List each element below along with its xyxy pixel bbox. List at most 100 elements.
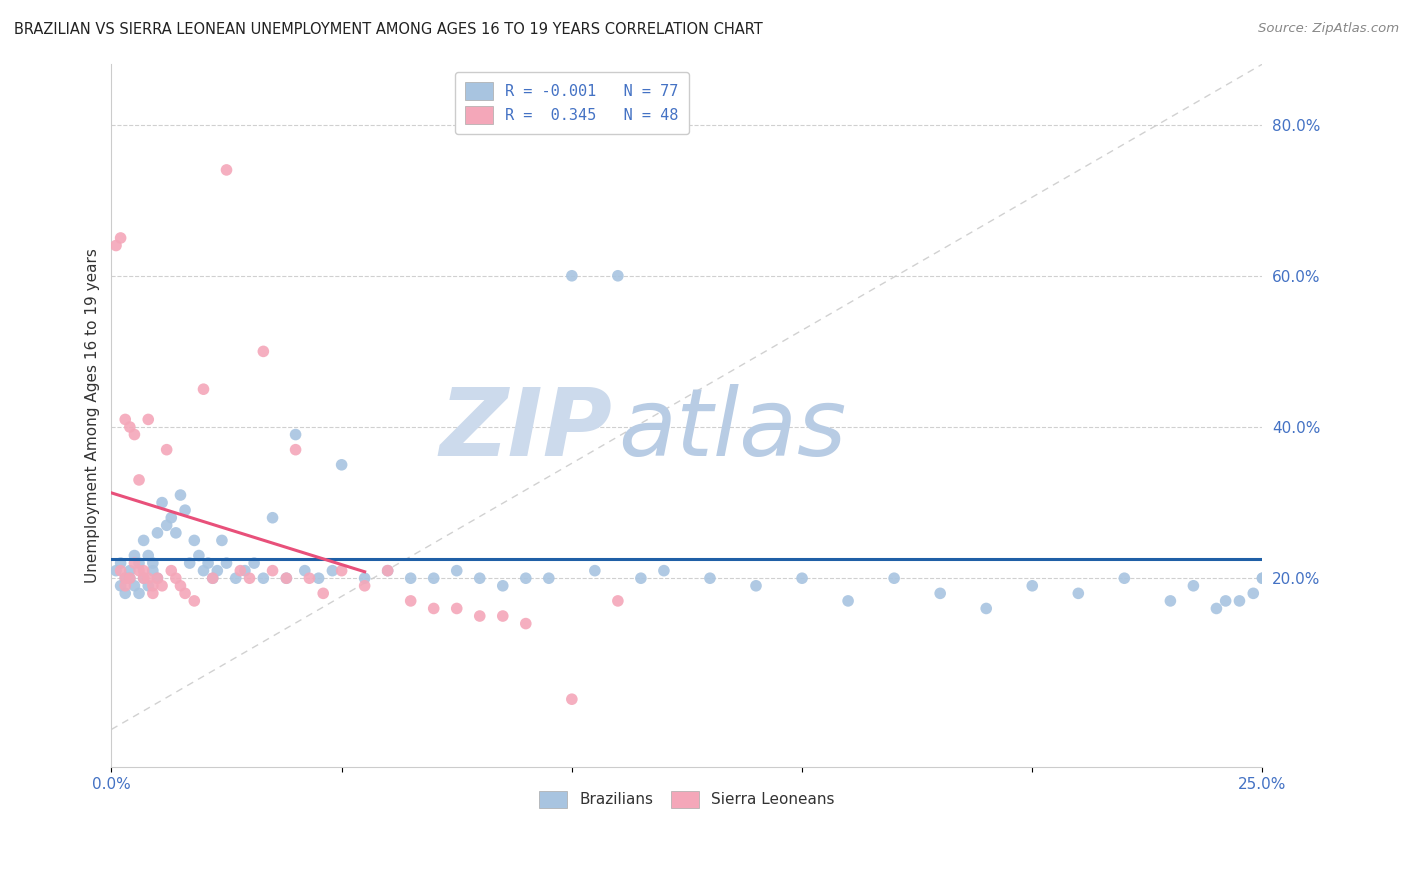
Point [124,579,146,593]
Point [114,571,136,585]
Text: atlas: atlas [617,384,846,475]
Point [308,571,330,585]
Point [238,571,260,585]
Point [136,549,159,563]
Point [132,564,155,578]
Point [1182,579,1205,593]
Point [165,571,187,585]
Point [118,420,141,434]
Point [468,571,491,585]
Point [1251,571,1274,585]
Point [142,564,165,578]
Point [652,564,675,578]
Point [146,571,169,585]
Point [128,586,150,600]
Legend: Brazilians, Sierra Leoneans: Brazilians, Sierra Leoneans [531,783,842,816]
Point [262,564,284,578]
Point [377,564,399,578]
Point [169,579,191,593]
Point [132,533,155,548]
Point [1067,586,1090,600]
Point [1251,571,1274,585]
Point [446,564,468,578]
Point [118,564,141,578]
Text: BRAZILIAN VS SIERRA LEONEAN UNEMPLOYMENT AMONG AGES 16 TO 19 YEARS CORRELATION C: BRAZILIAN VS SIERRA LEONEAN UNEMPLOYMENT… [14,22,763,37]
Point [446,601,468,615]
Point [110,564,132,578]
Point [229,564,252,578]
Point [142,586,165,600]
Point [745,579,768,593]
Point [883,571,905,585]
Point [377,564,399,578]
Point [160,510,183,524]
Text: Source: ZipAtlas.com: Source: ZipAtlas.com [1258,22,1399,36]
Point [561,692,583,706]
Point [492,579,515,593]
Point [330,458,353,472]
Point [114,579,136,593]
Point [193,382,215,396]
Point [399,571,422,585]
Point [330,564,353,578]
Point [262,510,284,524]
Point [1241,586,1264,600]
Point [630,571,652,585]
Point [284,427,307,442]
Point [128,556,150,570]
Y-axis label: Unemployment Among Ages 16 to 19 years: Unemployment Among Ages 16 to 19 years [86,248,100,583]
Point [128,473,150,487]
Point [136,412,159,426]
Point [276,571,298,585]
Point [252,344,274,359]
Point [174,586,197,600]
Point [142,579,165,593]
Point [699,571,721,585]
Point [124,427,146,442]
Point [276,571,298,585]
Point [974,601,997,615]
Point [201,571,224,585]
Point [837,594,859,608]
Point [187,549,209,563]
Point [294,564,316,578]
Point [1114,571,1136,585]
Point [132,571,155,585]
Point [136,571,159,585]
Point [312,586,335,600]
Point [142,556,165,570]
Point [114,586,136,600]
Point [118,571,141,585]
Point [606,594,628,608]
Point [225,571,247,585]
Point [468,609,491,624]
Point [561,268,583,283]
Point [110,579,132,593]
Point [146,571,169,585]
Point [146,525,169,540]
Point [790,571,813,585]
Point [124,556,146,570]
Point [583,564,606,578]
Point [1229,594,1251,608]
Point [183,594,205,608]
Point [156,442,179,457]
Point [165,525,187,540]
Point [1021,579,1043,593]
Point [233,564,256,578]
Point [422,601,444,615]
Point [211,533,233,548]
Point [150,495,173,509]
Point [537,571,560,585]
Point [156,518,179,533]
Point [929,586,952,600]
Point [201,571,224,585]
Point [422,571,444,585]
Point [160,564,183,578]
Point [179,556,201,570]
Point [110,231,132,245]
Point [215,556,238,570]
Point [110,556,132,570]
Point [118,571,141,585]
Point [183,533,205,548]
